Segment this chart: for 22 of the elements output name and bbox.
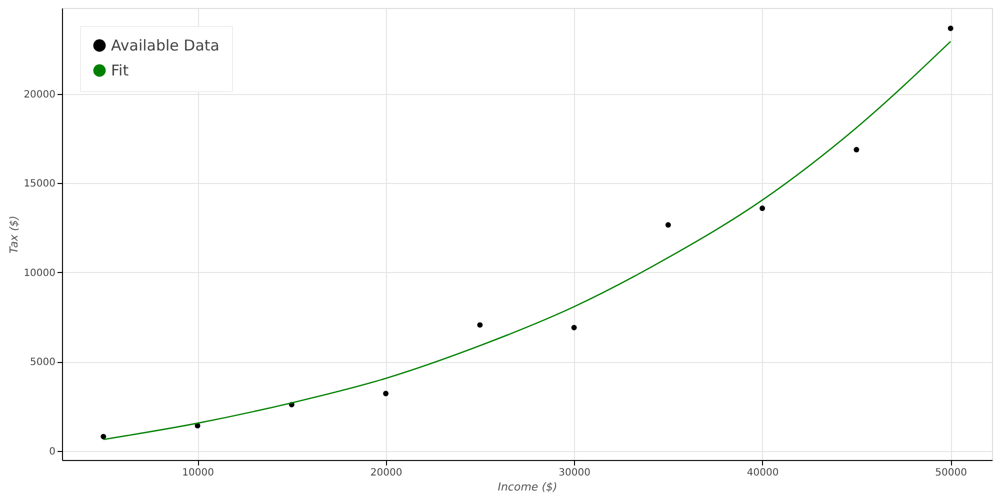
x-tick-label: 40000	[746, 468, 779, 478]
x-tick-label: 50000	[935, 468, 967, 478]
y-axis-title: Tax ($)	[8, 216, 21, 254]
y-tick-label: 15000	[24, 178, 56, 190]
point	[854, 146, 860, 152]
legend-label: Fit	[111, 62, 129, 80]
x-axis-title: Income ($)	[498, 480, 558, 494]
y-tick-label: 5000	[30, 357, 56, 368]
point	[948, 26, 954, 32]
point	[571, 324, 577, 330]
x-tick-label: 10000	[182, 468, 214, 478]
point	[760, 206, 766, 212]
point	[100, 434, 106, 440]
legend-label: Available Data	[111, 36, 220, 54]
y-tick-label: 10000	[24, 268, 56, 279]
point	[477, 322, 483, 328]
point	[383, 390, 389, 396]
point	[665, 222, 671, 228]
x-tick-label: 20000	[370, 468, 402, 478]
y-tick-label: 0	[49, 446, 56, 458]
y-tick-label: 20000	[24, 89, 56, 100]
x-tick-label: 30000	[558, 468, 590, 478]
